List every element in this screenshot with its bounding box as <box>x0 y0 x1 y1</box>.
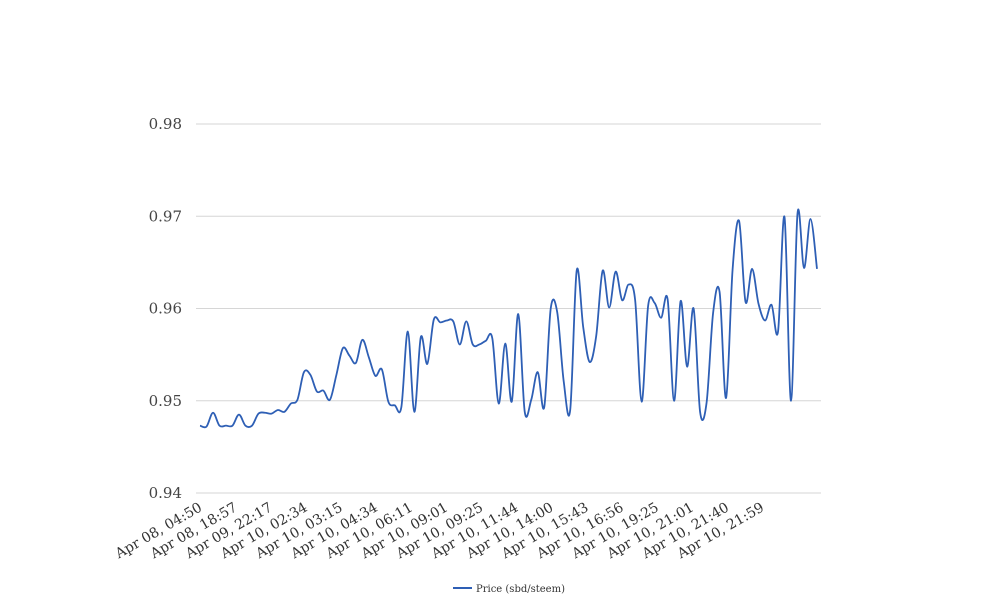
legend-label: Price (sbd/steem) <box>476 584 565 595</box>
gridlines <box>196 123 821 494</box>
y-tick-label: 0.95 <box>149 392 182 410</box>
y-axis-ticks: 0.94 0.95 0.96 0.97 0.98 <box>149 115 182 502</box>
legend: Price (sbd/steem) <box>453 584 565 595</box>
y-tick-label: 0.94 <box>149 484 182 502</box>
y-tick-label: 0.98 <box>149 115 182 133</box>
y-tick-label: 0.97 <box>149 207 182 225</box>
y-tick-label: 0.96 <box>149 300 182 318</box>
series-layer <box>199 208 818 429</box>
series-line-price <box>199 208 818 429</box>
